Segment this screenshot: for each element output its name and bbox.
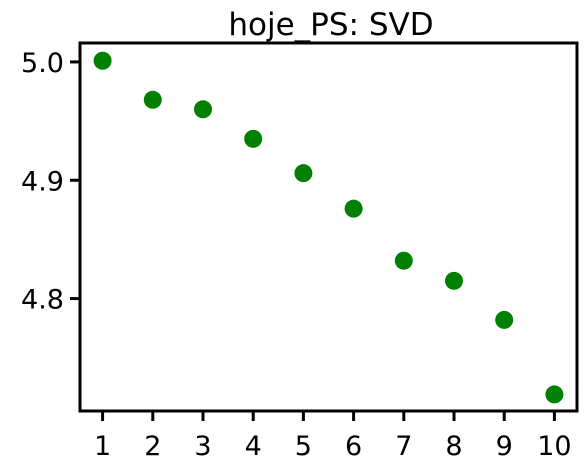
x-tick-label: 5 (295, 431, 312, 462)
y-tick-label: 4.8 (21, 285, 64, 316)
x-tick-label: 6 (345, 431, 362, 462)
y-tick-label: 4.9 (21, 166, 64, 197)
axis-ticks: 1 2 3 4 5 6 7 8 9 10 4.8 4.9 5.0 (21, 48, 572, 462)
x-tick-label: 9 (496, 431, 513, 462)
chart-title: hoje_PS: SVD (228, 7, 433, 43)
x-tick-label: 10 (537, 431, 571, 462)
x-tick-label: 7 (395, 431, 412, 462)
y-tick-label: 5.0 (21, 48, 64, 79)
x-tick-label: 8 (445, 431, 462, 462)
data-point (193, 100, 212, 119)
x-tick-label: 3 (194, 431, 211, 462)
data-point (495, 310, 514, 329)
data-point (344, 199, 363, 218)
data-point (244, 129, 263, 148)
data-point (93, 51, 112, 70)
data-point (394, 251, 413, 270)
data-point (445, 271, 464, 290)
x-tick-label: 1 (94, 431, 111, 462)
x-tick-label: 2 (144, 431, 161, 462)
data-points (93, 51, 564, 404)
data-point (294, 164, 313, 183)
data-point (545, 385, 564, 404)
x-tick-label: 4 (245, 431, 262, 462)
data-point (143, 90, 162, 109)
plot-frame (78, 41, 579, 413)
